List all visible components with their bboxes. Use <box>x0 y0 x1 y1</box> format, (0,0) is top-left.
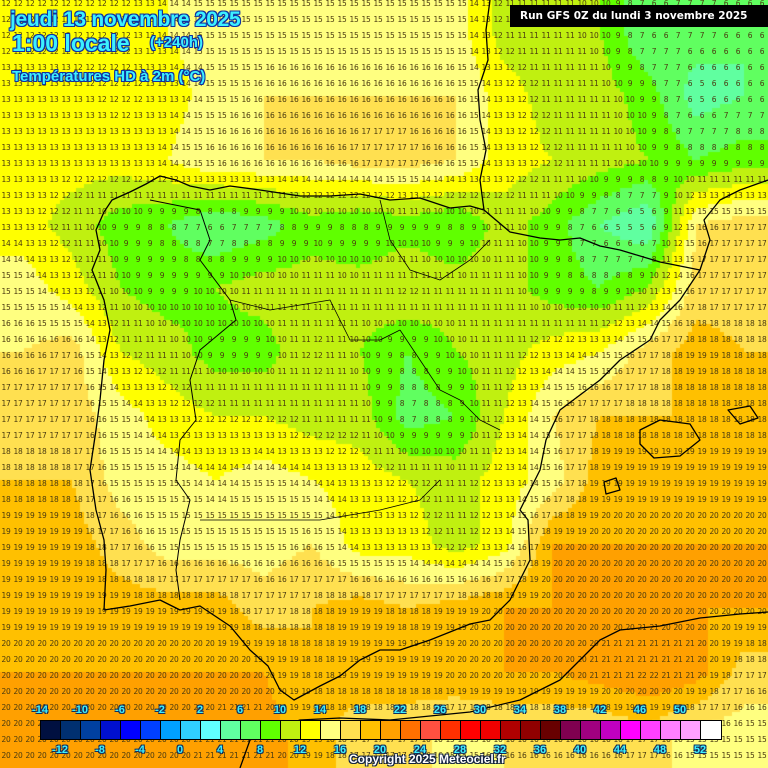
colorbar-tick-label: 28 <box>453 744 467 756</box>
colorbar-tick-label: 50 <box>673 704 687 716</box>
colorbar-tick-label: 4 <box>216 744 224 756</box>
island-ibiza <box>603 477 621 495</box>
border-pyrenees <box>483 209 701 271</box>
colorbar-swatch <box>461 721 481 739</box>
colorbar-tick-label: 8 <box>256 744 264 756</box>
coastline-france <box>477 0 491 211</box>
colorbar-tick-label: -2 <box>155 704 165 716</box>
border-region-3 <box>200 479 441 521</box>
coastline-iberia <box>103 175 485 213</box>
model-run-label: Run GFS 0Z du lundi 3 novembre 2025 <box>510 5 768 27</box>
colorbar-tick-label: 14 <box>313 704 327 716</box>
colorbar-tick-label: -4 <box>135 744 145 756</box>
colorbar-tick-label: -6 <box>115 704 125 716</box>
colorbar-swatch <box>121 721 141 739</box>
colorbar-swatch <box>181 721 201 739</box>
colorbar-swatch <box>301 721 321 739</box>
colorbar-swatch <box>701 721 721 739</box>
colorbar-swatch <box>541 721 561 739</box>
colorbar-tick-label: 12 <box>293 744 307 756</box>
colorbar-swatch <box>61 721 81 739</box>
colorbar-swatch <box>41 721 61 739</box>
colorbar-swatch <box>101 721 121 739</box>
colorbar-tick-label: 36 <box>533 744 547 756</box>
colorbar-tick-label: 48 <box>653 744 667 756</box>
island-menorca <box>727 405 759 425</box>
colorbar-tick-label: 18 <box>353 704 367 716</box>
copyright-notice: Copyright 2025 Meteociel.fr <box>349 752 506 766</box>
colorbar-tick-label: 32 <box>493 744 507 756</box>
colorbar-tick-label: 40 <box>573 744 587 756</box>
colorbar-tick-label: -14 <box>32 704 48 716</box>
colorbar-swatch <box>621 721 641 739</box>
border-region-2 <box>399 329 501 431</box>
colorbar-tick-label: 52 <box>693 744 707 756</box>
colorbar-swatch <box>321 721 341 739</box>
colorbar-swatch <box>241 721 261 739</box>
colorbar-tick-label: 22 <box>393 704 407 716</box>
coastline-south <box>103 179 768 701</box>
colorbar-tick-label: 42 <box>593 704 607 716</box>
colorbar-swatch <box>281 721 301 739</box>
colorbar-tick-label: -8 <box>95 744 105 756</box>
forecast-time: 1:00 locale <box>12 30 130 56</box>
colorbar-swatch <box>341 721 361 739</box>
colorbar-swatch <box>661 721 681 739</box>
colorbar-swatch <box>361 721 381 739</box>
border-portugal-spain <box>149 199 237 601</box>
colorbar-tick-label: 30 <box>473 704 487 716</box>
colorbar-swatch <box>441 721 461 739</box>
colorbar-swatch <box>221 721 241 739</box>
colorbar-swatch <box>601 721 621 739</box>
colorbar-tick-label: 44 <box>613 744 627 756</box>
colorbar-swatch <box>561 721 581 739</box>
colorbar-swatch <box>421 721 441 739</box>
colorbar-tick-label: 10 <box>273 704 287 716</box>
colorbar-tick-label: 16 <box>333 744 347 756</box>
border-region-1 <box>229 299 401 341</box>
colorbar-swatch <box>141 721 161 739</box>
colorbar-swatch <box>261 721 281 739</box>
variable-title: Températures HD à 2m (°C) <box>12 68 206 85</box>
colorbar-tick-label: 0 <box>176 744 184 756</box>
colorbar-tick-label: 34 <box>513 704 527 716</box>
colorbar-tick-label: 46 <box>633 704 647 716</box>
colorbar-tick-label: 20 <box>373 744 387 756</box>
colorbar-swatch <box>481 721 501 739</box>
colorbar-tick-label: 6 <box>236 704 244 716</box>
colorbar-swatch <box>501 721 521 739</box>
coastline-portugal <box>89 211 111 611</box>
colorbar-swatch <box>681 721 701 739</box>
island-mallorca <box>639 419 701 459</box>
colorbar-tick-label: 2 <box>196 704 204 716</box>
forecast-lead-time: (+240h) <box>150 34 203 51</box>
colorbar-swatch <box>161 721 181 739</box>
colorbar-swatch <box>201 721 221 739</box>
colorbar-tick-label: 24 <box>413 744 427 756</box>
colorbar-swatch <box>81 721 101 739</box>
border-region-4 <box>379 199 491 281</box>
colorbar-swatch <box>581 721 601 739</box>
colorbar-swatch <box>521 721 541 739</box>
colorbar-swatch <box>381 721 401 739</box>
colorbar-swatch <box>401 721 421 739</box>
forecast-date: jeudi 13 novembre 2025 <box>10 8 241 31</box>
colorbar-tick-label: 38 <box>553 704 567 716</box>
colorbar-tick-label: -12 <box>52 744 68 756</box>
temperature-colorbar <box>40 720 722 740</box>
colorbar-tick-label: 26 <box>433 704 447 716</box>
colorbar-tick-label: -10 <box>72 704 88 716</box>
colorbar-swatch <box>641 721 661 739</box>
